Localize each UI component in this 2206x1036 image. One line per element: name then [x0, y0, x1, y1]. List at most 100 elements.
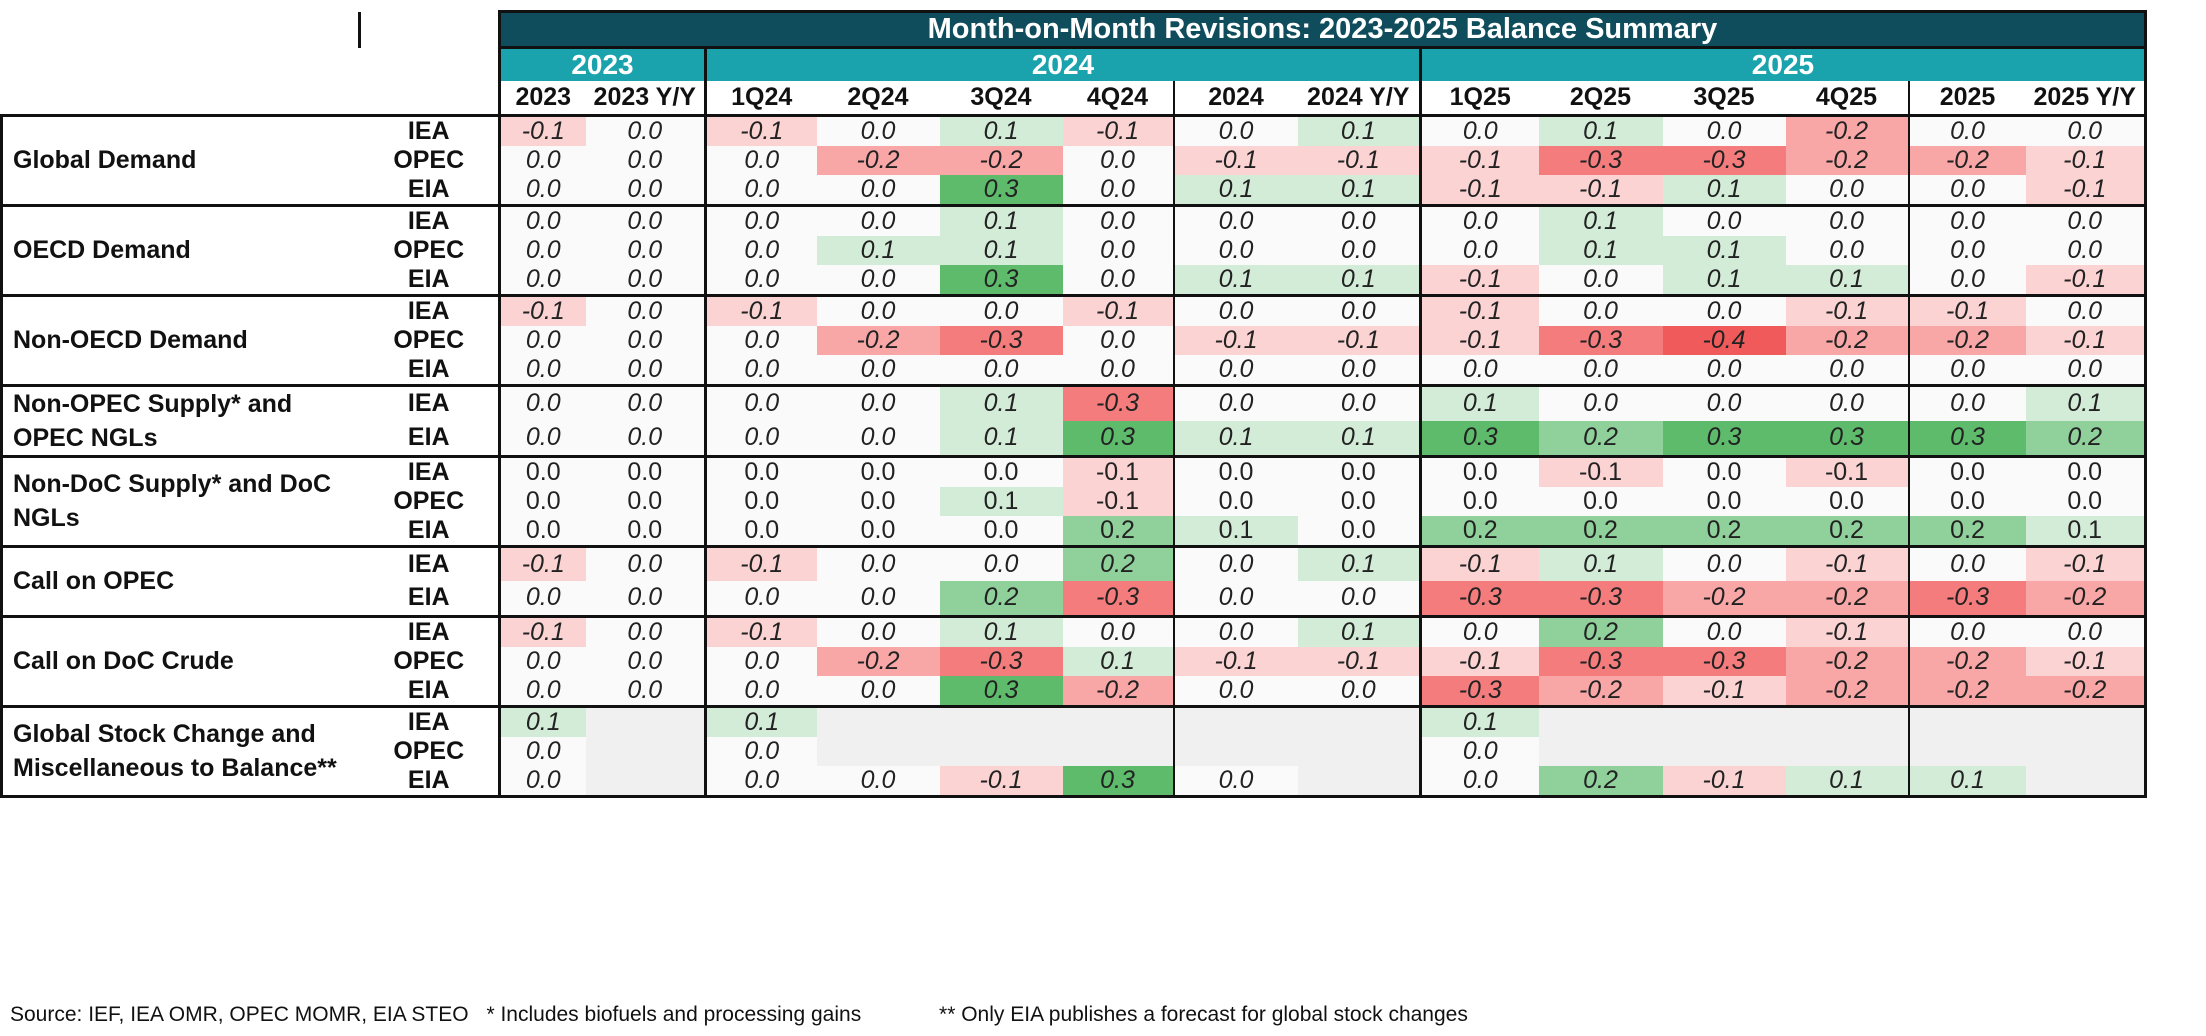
value-cell: 0.0 — [585, 174, 706, 207]
value-cell: 0.0 — [1907, 205, 2026, 236]
value-cell: 0.2 — [1785, 515, 1909, 548]
value-cell: 0.0 — [1662, 486, 1786, 516]
value-cell: -0.1 — [1062, 295, 1174, 326]
table-row: Call on DoC Crude IEA -0.1 0.0 -0.1 0.0 0.1 0.0… — [0, 616, 2147, 708]
value-cell — [1297, 736, 1421, 766]
value-cell: 0.0 — [704, 486, 817, 516]
value-cell: 0.0 — [498, 264, 586, 297]
value-cell: 0.0 — [1907, 486, 2026, 516]
value-cell: 0.1 — [1062, 646, 1174, 676]
value-cell: 0.0 — [1172, 115, 1298, 146]
value-cell: 0.0 — [498, 145, 586, 175]
value-cell — [1062, 706, 1174, 737]
value-cell: -0.3 — [1419, 675, 1539, 708]
value-cell: 0.1 — [1538, 205, 1663, 236]
value-cell: 0.2 — [1419, 515, 1539, 548]
value-cell: 0.0 — [1062, 354, 1174, 387]
value-cell: 0.0 — [816, 115, 940, 146]
value-cell: 0.0 — [498, 205, 586, 236]
table-row: OPEC 0.0 0.0 0.0 0.0 0.1 -0.1 0.0 0.0 0.0 0.0 0.0 0.… — [2, 486, 2147, 516]
value-cell: 0.0 — [1297, 486, 1421, 516]
value-cell — [1785, 736, 1909, 766]
value-cell: 0.0 — [498, 765, 586, 798]
value-cell: 0.1 — [1172, 420, 1298, 458]
value-cell: 0.0 — [498, 456, 586, 487]
table-corner-src — [359, 11, 500, 48]
source-label: IEA — [359, 295, 501, 326]
value-cell: -0.1 — [939, 765, 1063, 798]
value-cell: 0.0 — [1297, 456, 1421, 487]
value-cell: 0.1 — [939, 486, 1063, 516]
table-corner — [1, 47, 360, 81]
column-header: 2024 Y/Y — [1297, 81, 1421, 117]
value-cell: 0.1 — [939, 420, 1063, 458]
value-cell: 0.0 — [1172, 456, 1298, 487]
value-cell: 0.0 — [585, 295, 706, 326]
value-cell: 0.0 — [2025, 616, 2147, 647]
value-cell: 0.1 — [939, 385, 1063, 421]
value-cell: -0.1 — [1419, 646, 1539, 676]
value-cell: 0.0 — [1907, 235, 2026, 265]
value-cell: 0.2 — [2025, 420, 2147, 458]
value-cell — [2025, 765, 2147, 798]
value-cell: 0.2 — [1538, 420, 1663, 458]
value-cell: -0.2 — [2025, 675, 2147, 708]
value-cell: 0.1 — [1297, 420, 1421, 458]
value-cell: 0.1 — [1662, 264, 1786, 297]
value-cell: 0.0 — [1172, 295, 1298, 326]
value-cell: 0.0 — [704, 736, 817, 766]
value-cell: 0.1 — [939, 115, 1063, 146]
value-cell: 0.3 — [939, 174, 1063, 207]
value-cell: -0.1 — [1062, 456, 1174, 487]
source-label: OPEC — [359, 486, 501, 516]
source-label: EIA — [359, 515, 501, 548]
value-cell: -0.2 — [1785, 675, 1909, 708]
value-cell: 0.0 — [585, 145, 706, 175]
value-cell: 0.0 — [704, 646, 817, 676]
column-header: 2023 Y/Y — [585, 81, 706, 117]
value-cell: 0.0 — [1907, 354, 2026, 387]
value-cell: -0.1 — [1785, 456, 1909, 487]
footer-note-biofuels: * Includes biofuels and processing gains — [486, 1003, 862, 1026]
value-cell: 0.0 — [2025, 456, 2147, 487]
value-cell: 0.0 — [498, 420, 586, 458]
source-label: EIA — [359, 675, 501, 708]
value-cell: 0.1 — [939, 616, 1063, 647]
column-header: 4Q25 — [1785, 81, 1909, 117]
value-cell: 0.0 — [939, 546, 1063, 581]
value-cell — [585, 706, 706, 737]
table-corner-src — [359, 47, 501, 81]
table-row: Non-OECD Demand IEA -0.1 0.0 -0.1 0.0 0.0 -0.1 0… — [0, 295, 2147, 387]
footer-source: Source: IEF, IEA OMR, OPEC MOMR, EIA STE… — [10, 1003, 469, 1026]
value-cell: -0.3 — [1662, 145, 1786, 175]
source-label: EIA — [359, 765, 501, 798]
value-cell: 0.0 — [1662, 115, 1786, 146]
column-header: 2024 — [1172, 81, 1298, 117]
value-cell: 0.0 — [1297, 235, 1421, 265]
table-row: EIA 0.0 0.0 0.0 0.0 0.0 0.2 0.1 0.0 0.2 0.2 0.2 0.2 0… — [2, 515, 2147, 548]
value-cell: 0.0 — [498, 515, 586, 548]
table-corner — [1, 11, 361, 48]
value-cell: 0.0 — [704, 456, 817, 487]
source-label: EIA — [359, 264, 501, 297]
value-cell: 0.0 — [1662, 205, 1786, 236]
value-cell: -0.1 — [1297, 145, 1421, 175]
value-cell: 0.0 — [1662, 295, 1786, 326]
year-group-header: 2024 — [704, 46, 1422, 81]
value-cell: 0.0 — [704, 581, 817, 618]
value-cell — [1662, 706, 1786, 737]
value-cell: 0.3 — [1062, 420, 1174, 458]
value-cell: 0.0 — [704, 264, 817, 297]
value-cell: 0.0 — [1062, 325, 1174, 355]
value-cell: -0.2 — [1062, 675, 1174, 708]
value-cell: -0.1 — [1172, 646, 1298, 676]
table-row: OPEC 0.0 0.0 0.0 -0.2 -0.2 0.0 -0.1 -0.1 -0.1 -0.3… — [2, 145, 2147, 175]
value-cell: 0.0 — [1297, 581, 1421, 618]
year-group-header: 2023 — [498, 46, 707, 81]
table-row: EIA 0.0 0.0 0.0 0.0 0.3 -0.2 0.0 0.0 -0.3 -0.2 -0.1… — [2, 675, 2147, 708]
value-cell: -0.2 — [1785, 646, 1909, 676]
column-header: 1Q25 — [1419, 81, 1539, 117]
value-cell: 0.1 — [1297, 264, 1421, 297]
source-label: EIA — [359, 174, 501, 207]
source-label: IEA — [359, 385, 501, 421]
